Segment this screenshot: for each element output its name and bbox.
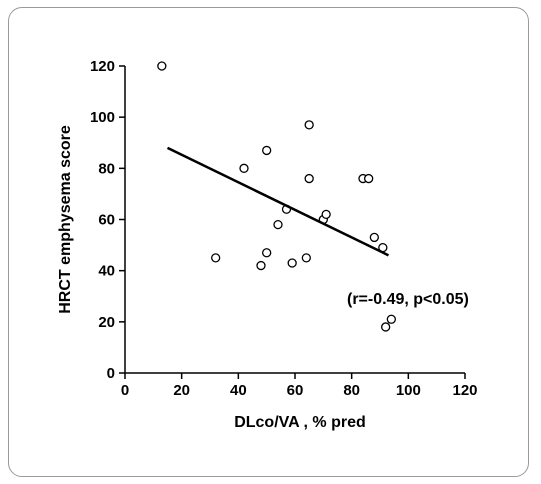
ticks: 0 20 40 60 80 100 120 0 20 40 60 80 100 120	[90, 58, 478, 399]
data-point	[321, 209, 331, 220]
data-point	[364, 173, 374, 184]
x-axis-label: DLco/VA , % pred	[234, 414, 366, 431]
data-point	[239, 163, 249, 173]
data-point	[256, 260, 266, 271]
x-tick-label: 0	[121, 382, 129, 399]
y-tick-label: 40	[98, 263, 115, 280]
x-tick-label: 40	[230, 382, 247, 399]
axes	[124, 66, 465, 374]
x-tick-label: 60	[287, 382, 304, 399]
y-tick-label: 120	[90, 58, 115, 75]
data-point	[369, 232, 379, 243]
data-point	[262, 248, 272, 258]
data-point	[211, 253, 221, 263]
trendline	[166, 146, 390, 257]
x-tick-label: 80	[343, 382, 360, 399]
data-point	[304, 120, 314, 130]
y-tick-label: 80	[98, 160, 115, 177]
y-tick-label: 20	[98, 314, 115, 331]
y-tick-label: 60	[98, 212, 115, 229]
x-tick-label: 120	[452, 382, 477, 399]
data-point	[381, 322, 391, 332]
correlation-annotation: (r=-0.49, p<0.05)	[347, 291, 469, 308]
data-points	[157, 61, 396, 332]
data-point	[287, 258, 297, 268]
y-axis-label: HRCT emphysema score	[57, 125, 74, 314]
data-point	[304, 173, 314, 184]
data-point	[157, 61, 167, 71]
x-tick-label: 100	[396, 382, 421, 399]
data-point	[386, 314, 396, 324]
x-tick-label: 20	[173, 382, 190, 399]
data-point	[301, 253, 311, 263]
y-tick-label: 0	[107, 365, 115, 382]
chart-frame	[8, 7, 529, 477]
y-tick-label: 100	[90, 109, 115, 126]
data-point	[262, 145, 272, 156]
data-point	[273, 219, 283, 230]
trendline-group	[166, 146, 390, 257]
